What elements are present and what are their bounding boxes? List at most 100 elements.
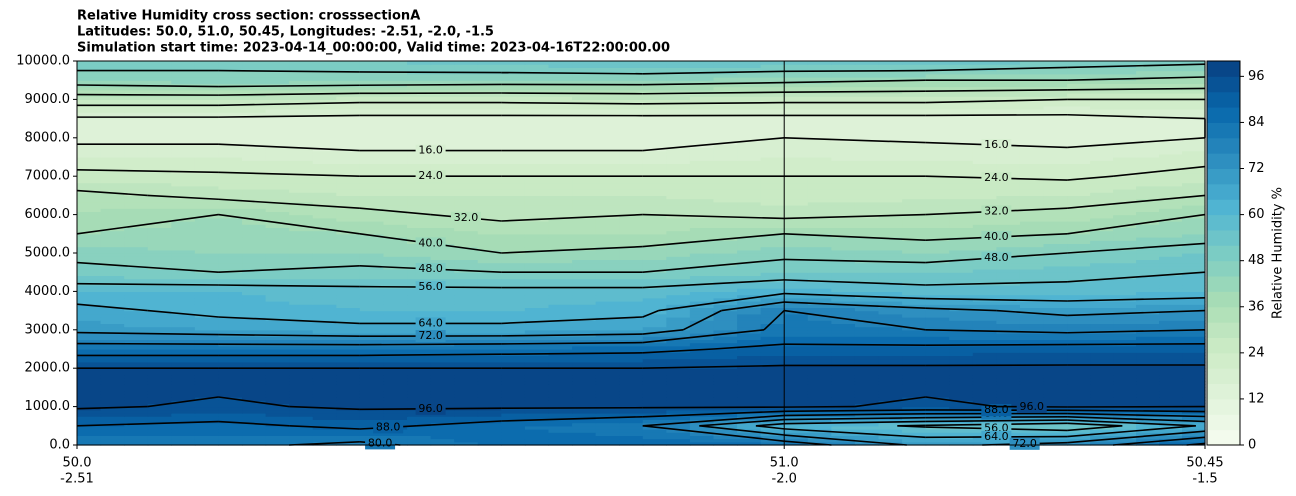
contour-cell: [289, 157, 314, 161]
contour-cell: [124, 368, 149, 372]
contour-cell: [854, 147, 880, 152]
contour-cell: [1182, 118, 1206, 123]
contour-cell: [336, 208, 361, 212]
contour-cell: [784, 198, 809, 203]
contour-cell: [524, 237, 550, 241]
contour-cell: [878, 240, 903, 244]
contour-cell: [972, 390, 997, 395]
contour-cell: [242, 413, 267, 417]
contour-cell: [501, 128, 526, 132]
contour-cell: [737, 288, 762, 292]
contour-cell: [878, 329, 903, 334]
contour-cell: [831, 441, 856, 446]
contour-cell: [831, 281, 856, 286]
contour-cell: [925, 387, 950, 392]
contour-cell: [100, 128, 125, 132]
contour-cell: [737, 390, 762, 395]
contour-cell: [1182, 349, 1206, 353]
contour-cell: [854, 349, 880, 353]
contour-cell: [925, 406, 950, 411]
contour-cell: [501, 333, 526, 337]
contour-cell: [312, 157, 337, 161]
contour-cell: [218, 121, 243, 126]
contour-cell: [737, 198, 762, 203]
contour-cell: [807, 237, 832, 241]
contour-cell: [77, 419, 102, 424]
contour-cell: [1019, 262, 1045, 267]
contour-cell: [77, 374, 102, 379]
contour-cell: [524, 256, 550, 260]
contour-cell: [359, 355, 385, 360]
contour-cell: [383, 112, 408, 116]
contour-cell: [548, 297, 573, 302]
contour-cell: [501, 121, 526, 126]
contour-cell: [737, 224, 762, 228]
contour-cell: [996, 118, 1021, 123]
contour-cell: [572, 243, 597, 248]
contour-cell: [265, 435, 290, 440]
contour-cell: [902, 307, 927, 312]
contour-cell: [383, 432, 408, 436]
contour-cell: [595, 377, 620, 382]
contour-cell: [619, 409, 644, 414]
contour-cell: [147, 112, 172, 116]
contour-cell: [477, 144, 502, 148]
contour-cell: [100, 397, 125, 401]
contour-cell: [713, 249, 738, 254]
contour-cell: [312, 429, 337, 433]
contour-cell: [477, 112, 502, 116]
contour-cell: [878, 409, 903, 414]
contour-cell: [477, 358, 502, 363]
contour-cell: [1159, 329, 1183, 334]
contour-cell: [1113, 339, 1137, 344]
contour-cell: [289, 240, 314, 244]
contour-cell: [100, 147, 125, 152]
contour-cell: [501, 227, 526, 232]
contour-cell: [831, 169, 856, 174]
contour-cell: [501, 387, 526, 392]
contour-cell: [124, 294, 149, 299]
contour-cell: [784, 416, 809, 420]
contour-cell: [359, 134, 385, 139]
contour-cell: [147, 275, 172, 280]
contour-cell: [996, 150, 1021, 155]
contour-cell: [619, 323, 644, 328]
contour-cell: [265, 429, 290, 433]
contour-cell: [902, 361, 927, 366]
contour-cell: [383, 304, 408, 308]
contour-cell: [689, 233, 715, 238]
contour-cell: [194, 157, 220, 161]
contour-cell: [902, 246, 927, 251]
contour-cell: [265, 329, 290, 334]
contour-cell: [524, 195, 550, 200]
contour-cell: [902, 349, 927, 353]
contour-cell: [572, 269, 597, 273]
contour-cell: [1113, 320, 1137, 324]
contour-cell: [312, 317, 337, 321]
contour-cell: [760, 365, 785, 369]
contour-cell: [147, 176, 172, 180]
contour-cell: [807, 211, 832, 216]
contour-cell: [737, 118, 762, 123]
contour-cell: [100, 179, 125, 184]
contour-cell: [902, 288, 927, 292]
contour-cell: [925, 137, 950, 142]
contour-cell: [1136, 272, 1160, 276]
contour-cell: [666, 144, 691, 148]
contour-cell: [854, 288, 880, 292]
contour-cell: [336, 214, 361, 219]
contour-cell: [1090, 221, 1114, 225]
contour-cell: [194, 201, 220, 206]
contour-cell: [595, 195, 620, 200]
contour-cell: [454, 310, 479, 315]
contour-cell: [1043, 438, 1068, 443]
contour-cell: [595, 134, 620, 139]
contour-cell: [1159, 368, 1183, 372]
contour-cell: [595, 217, 620, 222]
contour-cell: [925, 301, 950, 305]
contour-cell: [524, 259, 550, 264]
contour-cell: [265, 393, 290, 398]
contour-cell: [972, 118, 997, 123]
contour-cell: [289, 304, 314, 308]
contour-cell: [242, 173, 267, 177]
